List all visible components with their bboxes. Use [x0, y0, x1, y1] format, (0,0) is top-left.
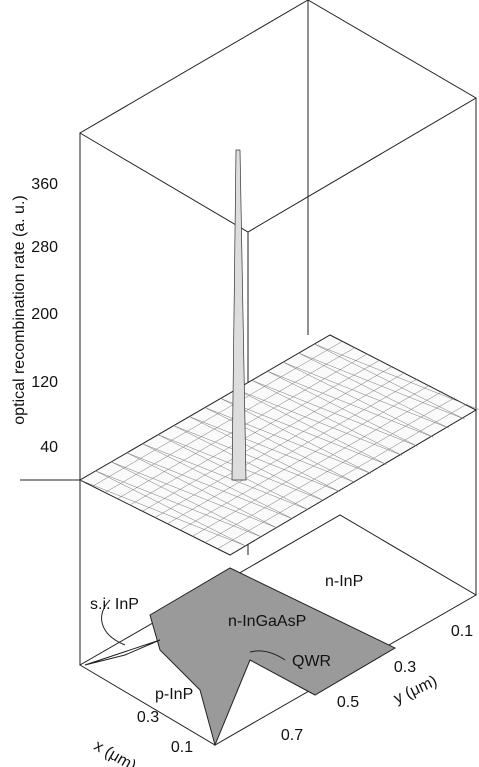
x-tick-label: 0.3 — [137, 709, 159, 726]
mesh-line — [220, 398, 387, 465]
mesh-line — [283, 361, 449, 429]
y-tick-label: 0.5 — [337, 694, 359, 711]
mesh-line — [236, 389, 387, 465]
mesh-line — [267, 371, 418, 447]
mesh-line — [267, 371, 434, 438]
mesh-line — [95, 470, 246, 547]
mesh-line — [95, 470, 262, 538]
region-label: n-InGaAsP — [228, 613, 306, 630]
mesh-plane — [78, 334, 478, 556]
region-label: s.i. InP — [90, 596, 139, 613]
mesh-line — [236, 389, 402, 456]
region-label: n-InP — [325, 573, 363, 590]
z-tick-label: 200 — [31, 306, 58, 323]
y-tick-label: 0.3 — [394, 659, 416, 676]
mesh-line — [173, 425, 340, 492]
mesh-line — [314, 343, 465, 420]
mesh-line — [251, 380, 402, 456]
n-ingaasp-region — [149, 567, 397, 747]
mesh-line — [204, 407, 356, 483]
mesh-line — [314, 343, 479, 410]
z-ticks: 360 280 200 120 40 — [31, 176, 58, 456]
region-label: QWR — [292, 653, 331, 670]
mesh-line — [298, 352, 449, 429]
mesh-line — [189, 416, 340, 492]
mesh — [79, 341, 479, 549]
z-tick-label: 280 — [31, 239, 58, 256]
mesh-line — [111, 461, 262, 538]
y-tick-label: 0.7 — [281, 727, 303, 744]
mesh-line — [251, 380, 418, 447]
z-tick-label: 360 — [31, 176, 58, 193]
box-top — [79, 0, 477, 233]
mesh-line — [111, 461, 277, 529]
mesh-line — [173, 425, 324, 501]
mesh-line — [283, 361, 434, 438]
mesh-line — [142, 443, 309, 510]
mesh-line — [142, 443, 293, 519]
mesh-line — [189, 416, 356, 483]
z-tick-label: 40 — [40, 439, 58, 456]
mesh-line — [79, 479, 246, 547]
qwr-spike — [231, 149, 247, 481]
region-label: p-InP — [155, 686, 193, 703]
mesh-line — [220, 398, 371, 474]
z-axis-label: optical recombination rate (a. u.) — [11, 195, 28, 424]
mesh-line — [126, 452, 277, 529]
arrow — [249, 650, 286, 661]
mesh-line — [298, 352, 465, 420]
si-inp-region — [84, 639, 161, 666]
y-axis-label: y (μm) — [391, 673, 440, 708]
y-tick-label: 0.1 — [451, 623, 473, 640]
mesh-line — [126, 452, 293, 519]
x-tick-label: 0.1 — [171, 739, 193, 756]
x-axis-label: x (μm) — [91, 737, 139, 767]
z-tick-label: 120 — [31, 374, 58, 391]
arrow — [101, 599, 126, 646]
